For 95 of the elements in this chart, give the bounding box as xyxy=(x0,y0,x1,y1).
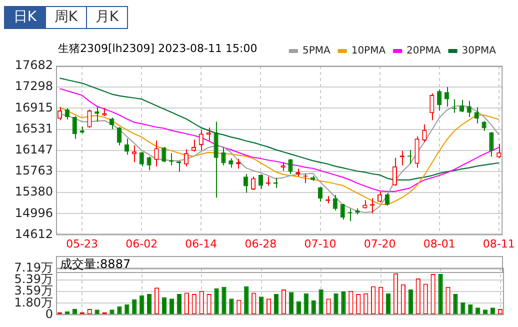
bar xyxy=(408,290,413,314)
bar xyxy=(132,299,137,314)
y-tick-label: 7.19万 xyxy=(14,260,53,274)
candlestick xyxy=(466,100,472,118)
legend-label: 10PMA xyxy=(351,46,386,57)
bar xyxy=(318,290,324,314)
legend-label: 5PMA xyxy=(302,46,330,57)
bar xyxy=(460,302,466,314)
candlestick xyxy=(377,191,382,203)
bar xyxy=(147,294,152,314)
x-tick-label: 08-11 xyxy=(482,237,515,250)
candlestick xyxy=(258,174,264,190)
bar xyxy=(296,301,301,314)
bar xyxy=(162,297,167,314)
candlestick xyxy=(154,140,159,167)
candlestick xyxy=(489,132,494,158)
bar xyxy=(229,298,234,314)
bar xyxy=(438,274,443,314)
candlestick xyxy=(191,139,196,152)
y-tick-label: 5.39万 xyxy=(14,272,53,286)
bar xyxy=(453,294,458,314)
candlestick xyxy=(474,106,479,124)
x-tick-label: 07-10 xyxy=(304,237,336,250)
candlestick xyxy=(116,126,122,146)
candlestick xyxy=(184,148,189,167)
candlestick xyxy=(214,121,218,198)
candlestick xyxy=(444,86,450,108)
y-tick-label: 17682 xyxy=(14,58,53,72)
text: 周K xyxy=(45,6,87,29)
candlestick xyxy=(198,129,204,151)
chart-title: 生猪2309[lh2309] 2023-08-11 15:00 xyxy=(58,41,258,56)
bar xyxy=(222,286,226,314)
bar xyxy=(117,306,122,314)
candlestick xyxy=(72,116,77,140)
candlestick xyxy=(482,120,486,132)
bar xyxy=(386,293,391,314)
bar xyxy=(341,291,346,314)
x-tick-label: 07-20 xyxy=(364,237,396,250)
y-tick-label: 14996 xyxy=(14,206,53,220)
bar xyxy=(274,294,279,314)
x-tick-label: 05-23 xyxy=(66,237,98,250)
x-tick-label: 06-14 xyxy=(185,237,218,250)
legend-label: 20PMA xyxy=(406,46,441,57)
candlestick xyxy=(318,186,323,202)
bar xyxy=(259,296,264,314)
bar xyxy=(140,295,144,314)
legend-label: 30PMA xyxy=(462,46,496,57)
candlestick xyxy=(392,157,397,186)
y-tick-label: 17298 xyxy=(14,79,53,94)
candlestick xyxy=(57,106,62,121)
bar xyxy=(304,293,308,314)
candlestick xyxy=(124,138,130,156)
y-tick-label: 15380 xyxy=(14,184,53,199)
candlestick xyxy=(459,99,464,113)
bar xyxy=(244,286,249,314)
candlestick xyxy=(87,109,92,128)
candlestick xyxy=(340,203,345,220)
bar xyxy=(288,292,294,314)
candlestick xyxy=(221,147,226,166)
candlestick xyxy=(146,156,152,171)
candlestick xyxy=(228,158,234,168)
bar xyxy=(214,288,219,314)
candlestick xyxy=(250,176,256,190)
x-tick-label: 08-01 xyxy=(423,237,456,250)
y-tick-label: 16531 xyxy=(14,121,53,136)
bar xyxy=(124,304,130,314)
candlestick xyxy=(384,192,390,206)
chart-title: 成交量:8887 xyxy=(60,257,131,272)
text: 日K xyxy=(4,6,46,29)
candlestick xyxy=(288,158,293,175)
x-tick-label: 06-02 xyxy=(126,237,158,250)
candlestick xyxy=(110,117,114,130)
bar xyxy=(176,294,182,314)
candlestick xyxy=(162,146,166,163)
y-tick-label: 3.59万 xyxy=(14,284,53,298)
candlestick xyxy=(139,152,144,167)
text: 月K xyxy=(86,6,128,29)
x-tick-label: 06-28 xyxy=(244,237,277,250)
bar xyxy=(468,304,473,314)
bar xyxy=(311,300,316,314)
bar xyxy=(334,293,338,314)
candlestick xyxy=(437,89,442,112)
candlestick xyxy=(422,124,427,142)
y-tick-label: 14612 xyxy=(14,226,53,241)
candlestick xyxy=(244,174,248,194)
candlestick xyxy=(414,136,420,168)
candlestick xyxy=(496,143,502,158)
y-tick-label: 1.80万 xyxy=(14,295,53,310)
y-tick-label: 16915 xyxy=(14,100,53,114)
candlestick xyxy=(332,194,338,211)
bar xyxy=(169,298,174,314)
y-tick-label: 0 xyxy=(45,306,53,321)
y-tick-label: 15763 xyxy=(14,164,53,178)
candlestick xyxy=(430,92,434,121)
y-tick-label: 16147 xyxy=(14,142,53,157)
